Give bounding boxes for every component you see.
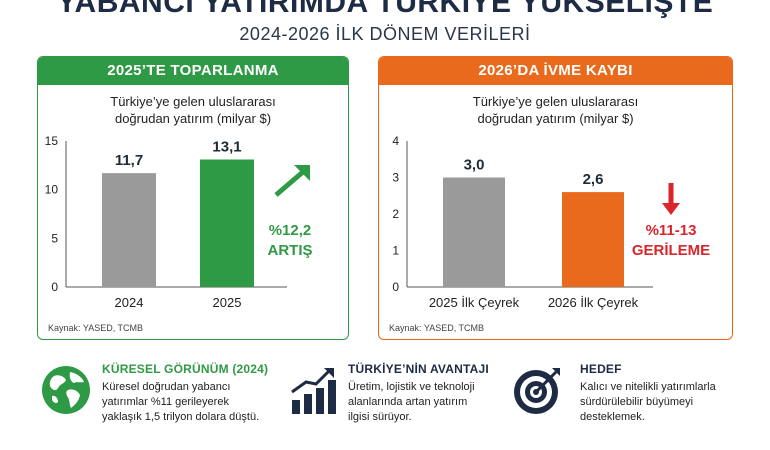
info-line: desteklemek. (580, 411, 645, 423)
y-tick-label: 2 (392, 207, 399, 221)
y-tick-label: 0 (51, 280, 58, 294)
chart-title: 2025’TE TOPARLANMA (38, 57, 348, 85)
info-block-goal: HEDEF Kalıcı ve nitelikli yatırımlarla s… (580, 362, 750, 425)
chart-subtitle: Türkiye’ye gelen uluslararası doğrudan y… (38, 93, 348, 127)
info-line: yatırımlar %11 gerileyerek (102, 396, 229, 408)
x-tick-label: 2025 İlk Çeyrek (429, 295, 520, 310)
page-subtitle: 2024-2026 İLK DÖNEM VERİLERİ (239, 24, 531, 44)
annotation-text: %12,2 (269, 222, 312, 239)
bar (200, 159, 254, 287)
target-icon (512, 364, 564, 421)
info-block-advantage: TÜRKİYE’NİN AVANTAJI Üretim, lojistik ve… (348, 362, 508, 425)
annotation-arrow-head (294, 165, 310, 181)
chart-title: 2026’DA İVME KAYBI (379, 57, 732, 85)
info-line: alanlarında artan yatırım (348, 396, 468, 408)
data-label: 3,0 (464, 157, 485, 174)
chart-subtitle-line: doğrudan yatırım (milyar $) (477, 111, 634, 126)
source-note: Kaynak: YASED, TCMB (389, 323, 485, 333)
bar (562, 192, 624, 287)
annotation-arrow-head (662, 203, 680, 215)
info-text: Üretim, lojistik ve teknoloji alanlarınd… (348, 380, 508, 425)
info-line: yaklaşık 1,5 trilyon dolara düştü. (102, 411, 260, 423)
info-line: Üretim, lojistik ve teknoloji (348, 381, 475, 393)
info-block-global: KÜRESEL GÖRÜNÜM (2024) Küresel doğrudan … (102, 362, 272, 425)
data-label: 13,1 (212, 138, 241, 155)
info-text: Küresel doğrudan yabancı yatırımlar %11 … (102, 380, 272, 425)
growth-chart-icon (288, 366, 338, 421)
chart-panel-2025: 2025’TE TOPARLANMA Türkiye’ye gelen ulus… (37, 56, 349, 340)
info-line: sürdürülebilir büyümeyi (580, 396, 694, 408)
annotation-arrow (274, 169, 306, 197)
bar (102, 173, 156, 287)
info-line: Küresel doğrudan yabancı (102, 381, 231, 393)
annotation-text: ARTIŞ (268, 242, 313, 259)
info-title: TÜRKİYE’NİN AVANTAJI (348, 362, 489, 376)
info-line: Kalıcı ve nitelikli yatırımlarla (580, 381, 716, 393)
info-text: Kalıcı ve nitelikli yatırımlarla sürdürü… (580, 380, 750, 425)
data-label: 11,7 (115, 152, 143, 169)
chart-panel-2026: 2026’DA İVME KAYBI Türkiye’ye gelen ulus… (378, 56, 733, 340)
bar-chart-2025: 0 5 10 15 11,7 2024 13,1 2025 %12,2 ARTIŞ (45, 134, 313, 310)
info-line: ilgisi sürüyor. (348, 411, 412, 423)
annotation-text: %11-13 (646, 222, 697, 239)
globe-icon (40, 364, 92, 421)
x-tick-label: 2026 İlk Çeyrek (548, 295, 639, 310)
y-tick-label: 15 (45, 134, 59, 148)
y-tick-label: 5 (51, 231, 58, 245)
y-tick-label: 1 (392, 244, 399, 258)
annotation-text: GERİLEME (632, 242, 710, 259)
bar (443, 177, 505, 287)
chart-subtitle-line: doğrudan yatırım (milyar $) (114, 111, 272, 126)
bar-chart-2026: 0 1 2 3 4 3,0 2025 İlk Çeyrek 2,6 2026 İlk Çeyre… (392, 134, 710, 310)
info-title: HEDEF (580, 362, 622, 376)
y-tick-label: 10 (45, 183, 59, 197)
y-tick-label: 0 (392, 280, 399, 294)
chart-subtitle: Türkiye’ye gelen uluslararası doğrudan y… (379, 93, 732, 127)
chart-subtitle-line: Türkiye’ye gelen uluslararası (110, 94, 276, 109)
x-tick-label: 2025 (213, 295, 242, 310)
chart-subtitle-line: Türkiye’ye gelen uluslararası (472, 94, 639, 109)
source-note: Kaynak: YASED, TCMB (48, 323, 144, 333)
y-tick-label: 4 (392, 134, 399, 148)
info-title: KÜRESEL GÖRÜNÜM (2024) (102, 362, 269, 376)
x-tick-label: 2024 (115, 295, 144, 310)
y-tick-label: 3 (392, 171, 399, 185)
data-label: 2,6 (583, 171, 604, 188)
page-title: YABANCI YATIRIMDA TÜRKİYE YÜKSELİŞTE (56, 0, 714, 19)
